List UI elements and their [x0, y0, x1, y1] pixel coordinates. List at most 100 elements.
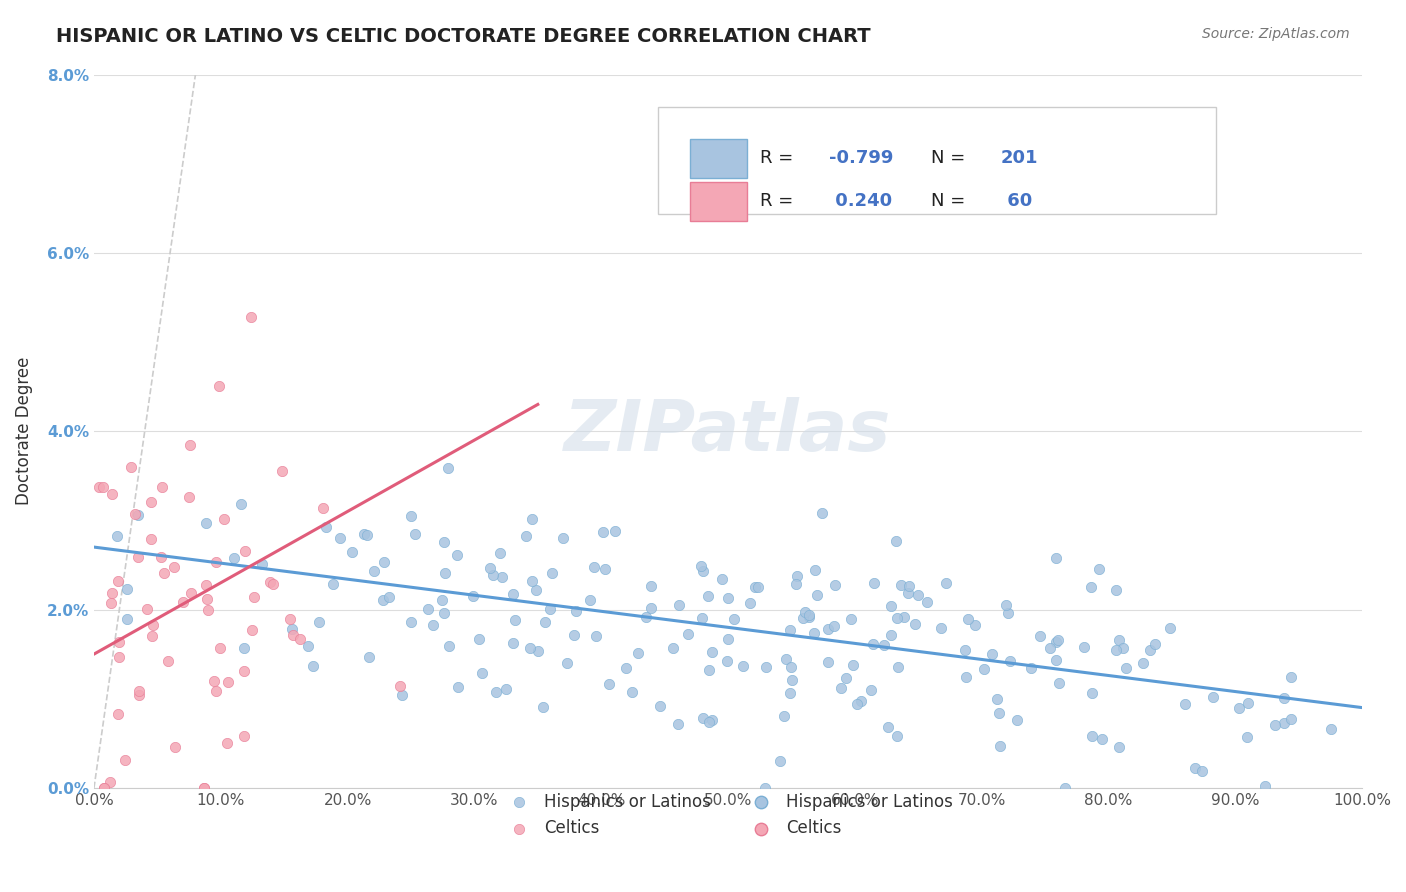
- Hispanics or Latinos: [890, 578, 912, 592]
- Hispanics or Latinos: [399, 509, 422, 524]
- Hispanics or Latinos: [1227, 701, 1250, 715]
- Hispanics or Latinos: [519, 640, 541, 655]
- Celtics: [107, 650, 129, 665]
- Hispanics or Latinos: [884, 534, 907, 549]
- Hispanics or Latinos: [302, 658, 325, 673]
- Hispanics or Latinos: [988, 706, 1011, 720]
- Hispanics or Latinos: [105, 529, 128, 543]
- Hispanics or Latinos: [1174, 697, 1197, 711]
- Hispanics or Latinos: [700, 713, 723, 727]
- Hispanics or Latinos: [598, 677, 620, 691]
- Hispanics or Latinos: [1159, 620, 1181, 634]
- Hispanics or Latinos: [471, 666, 494, 681]
- Celtics: [242, 590, 264, 604]
- Hispanics or Latinos: [772, 709, 794, 723]
- Hispanics or Latinos: [115, 582, 138, 596]
- Hispanics or Latinos: [636, 610, 658, 624]
- Hispanics or Latinos: [404, 526, 426, 541]
- Hispanics or Latinos: [841, 657, 863, 672]
- Hispanics or Latinos: [495, 682, 517, 697]
- Hispanics or Latinos: [863, 576, 886, 591]
- Hispanics or Latinos: [799, 610, 821, 624]
- Hispanics or Latinos: [534, 615, 557, 629]
- Hispanics or Latinos: [468, 632, 491, 646]
- Hispanics or Latinos: [1272, 715, 1295, 730]
- Hispanics or Latinos: [433, 606, 456, 620]
- Text: N =: N =: [931, 192, 972, 211]
- Hispanics or Latinos: [322, 577, 344, 591]
- Hispanics or Latinos: [1264, 717, 1286, 731]
- Text: 0.240: 0.240: [830, 192, 893, 211]
- Hispanics or Latinos: [997, 606, 1019, 620]
- Text: ZIPatlas: ZIPatlas: [564, 397, 891, 466]
- Hispanics or Latinos: [1108, 633, 1130, 648]
- Hispanics or Latinos: [578, 593, 600, 607]
- Celtics: [107, 574, 129, 589]
- Hispanics or Latinos: [502, 636, 524, 650]
- Hispanics or Latinos: [1108, 740, 1130, 755]
- Celtics: [101, 586, 124, 600]
- Hispanics or Latinos: [780, 660, 803, 674]
- Celtics: [195, 591, 218, 606]
- Celtics: [114, 753, 136, 767]
- Hispanics or Latinos: [1019, 661, 1042, 675]
- Hispanics or Latinos: [378, 590, 401, 604]
- Celtics: [214, 512, 236, 526]
- Hispanics or Latinos: [1047, 633, 1070, 648]
- Hispanics or Latinos: [716, 654, 738, 668]
- Hispanics or Latinos: [437, 461, 460, 475]
- Hispanics or Latinos: [887, 660, 910, 674]
- Hispanics or Latinos: [744, 580, 766, 594]
- Hispanics or Latinos: [1279, 670, 1302, 684]
- Hispanics or Latinos: [485, 684, 508, 698]
- Hispanics or Latinos: [488, 545, 510, 559]
- Hispanics or Latinos: [662, 640, 685, 655]
- Hispanics or Latinos: [416, 601, 439, 615]
- Hispanics or Latinos: [531, 700, 554, 714]
- Hispanics or Latinos: [446, 548, 468, 562]
- Hispanics or Latinos: [1081, 686, 1104, 700]
- Hispanics or Latinos: [747, 580, 769, 594]
- Hispanics or Latinos: [904, 617, 927, 632]
- Hispanics or Latinos: [524, 582, 547, 597]
- Hispanics or Latinos: [1000, 654, 1022, 668]
- Hispanics or Latinos: [917, 595, 939, 609]
- Hispanics or Latinos: [422, 617, 444, 632]
- Celtics: [208, 379, 231, 393]
- Celtics: [153, 566, 176, 580]
- Celtics: [87, 480, 110, 494]
- Legend: Hispanics or Latinos, Celtics, Hispanics or Latinos, Celtics: Hispanics or Latinos, Celtics, Hispanics…: [496, 786, 960, 844]
- Celtics: [215, 736, 238, 750]
- Hispanics or Latinos: [538, 602, 561, 616]
- Hispanics or Latinos: [666, 717, 689, 731]
- Hispanics or Latinos: [1053, 780, 1076, 795]
- Hispanics or Latinos: [515, 529, 537, 543]
- Celtics: [93, 780, 115, 795]
- Hispanics or Latinos: [824, 578, 846, 592]
- Hispanics or Latinos: [614, 661, 637, 675]
- Hispanics or Latinos: [1320, 722, 1343, 736]
- Hispanics or Latinos: [430, 593, 453, 607]
- Hispanics or Latinos: [582, 560, 605, 574]
- Hispanics or Latinos: [804, 562, 827, 576]
- Hispanics or Latinos: [779, 623, 801, 637]
- Celtics: [193, 780, 215, 795]
- Hispanics or Latinos: [1144, 637, 1167, 651]
- Celtics: [278, 612, 301, 626]
- Text: 60: 60: [1001, 192, 1032, 211]
- Hispanics or Latinos: [1139, 642, 1161, 657]
- Hispanics or Latinos: [1184, 761, 1206, 775]
- Hispanics or Latinos: [929, 621, 952, 635]
- Celtics: [233, 544, 256, 558]
- Hispanics or Latinos: [329, 531, 352, 545]
- Celtics: [139, 533, 162, 547]
- Hispanics or Latinos: [640, 601, 662, 615]
- Hispanics or Latinos: [1080, 580, 1102, 594]
- Hispanics or Latinos: [1132, 656, 1154, 670]
- Hispanics or Latinos: [806, 588, 828, 602]
- Hispanics or Latinos: [479, 561, 502, 575]
- Hispanics or Latinos: [797, 608, 820, 623]
- Text: 201: 201: [1001, 149, 1038, 168]
- Hispanics or Latinos: [401, 615, 423, 629]
- Hispanics or Latinos: [356, 528, 378, 542]
